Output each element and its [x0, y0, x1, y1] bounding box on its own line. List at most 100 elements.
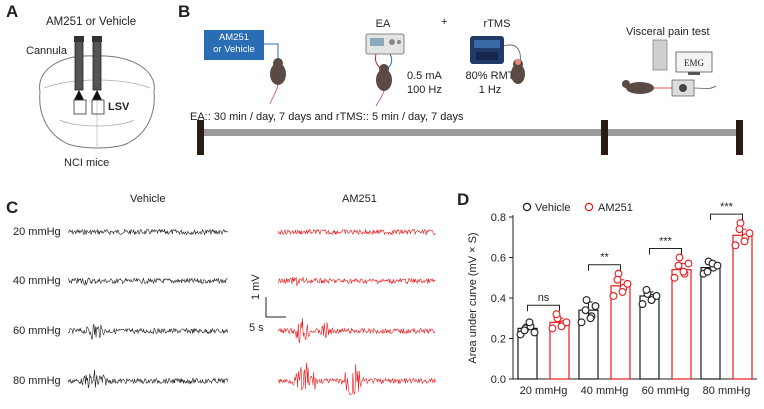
significance-label: ** [600, 252, 609, 264]
col-am251-label: AM251 [342, 193, 377, 205]
drug-box-line1: AM251 [218, 32, 250, 43]
rtms-param-frequency: 1 Hz [478, 84, 502, 96]
data-point [684, 259, 693, 268]
y-tick-label: 0.4 [491, 293, 506, 305]
chart-legend: Vehicle AM251 [522, 202, 633, 214]
data-point [642, 285, 651, 294]
bar [671, 269, 692, 380]
emg-setup-icon: EMG [622, 39, 717, 97]
significance-label: ns [538, 292, 550, 304]
significance-label: *** [659, 236, 673, 248]
trace-vehicle-60 [67, 323, 228, 340]
x-tick-label: 40 mmHg [581, 385, 629, 397]
significance-bracket [710, 213, 743, 221]
data-point [713, 261, 722, 270]
legend-label-am251: AM251 [598, 202, 633, 214]
traces-vehicle [67, 228, 228, 389]
timeline-tick-mid [601, 120, 608, 155]
data-point [745, 229, 754, 238]
data-point [670, 273, 679, 282]
data-point [582, 296, 591, 304]
rtms-param-intensity: 80% RMT [465, 70, 515, 82]
data-point [552, 310, 561, 319]
data-point [675, 253, 684, 262]
bar [732, 234, 753, 380]
panel-d-letter: D [457, 190, 470, 209]
x-tick-label: 20 mmHg [520, 385, 568, 397]
y-tick-label: 0.6 [491, 253, 506, 265]
trace-am251-80 [277, 362, 436, 396]
drug-box-line2: or Vehicle [213, 44, 255, 55]
trace-am251-40 [277, 276, 436, 287]
panel-a-letter: A [6, 2, 19, 21]
data-point [623, 279, 632, 288]
data-point [586, 314, 595, 323]
panel-b-letter: B [178, 2, 191, 21]
panel-c-letter: C [6, 198, 19, 217]
data-point [591, 302, 600, 311]
data-point [613, 275, 622, 284]
significance-bracket [527, 304, 560, 312]
lsv-label: LSV [108, 101, 130, 113]
significance-label: *** [720, 201, 734, 213]
plus-sign: + [441, 16, 448, 28]
legend-label-vehicle: Vehicle [535, 202, 570, 214]
col-vehicle-label: Vehicle [130, 193, 166, 205]
trace-vehicle-20 [67, 228, 228, 236]
data-point [703, 267, 712, 276]
data-point [548, 324, 557, 333]
timeline-tick-end [736, 120, 743, 155]
bar-group [577, 269, 632, 380]
bar [700, 267, 721, 380]
trace-vehicle-80 [67, 369, 228, 389]
data-point [679, 267, 688, 276]
panel-a-title: AM251 or Vehicle [46, 16, 137, 28]
emg-screen-label: EMG [684, 58, 705, 68]
legend-marker-vehicle [522, 202, 532, 212]
trace-am251-60 [277, 318, 436, 344]
significance-bracket [588, 264, 621, 271]
data-point [525, 318, 534, 327]
data-point [652, 292, 661, 300]
scale-bar [265, 297, 286, 318]
timeline-label: EA:: 30 min / day, 7 days and rTMS:: 5 m… [190, 111, 464, 123]
row-label-20: 20 mmHg [13, 226, 61, 238]
data-point [638, 300, 647, 309]
mouse-icon-rtms [511, 59, 525, 84]
y-tick-label: 0.8 [491, 212, 506, 224]
data-point [530, 328, 539, 337]
bar [639, 295, 660, 380]
row-label-80: 80 mmHg [13, 375, 61, 387]
x-tick-label: 80 mmHg [703, 385, 751, 397]
data-point [520, 326, 529, 335]
scale-bar-time-label: 5 s [249, 322, 264, 334]
data-point [562, 318, 571, 327]
bar-group [516, 310, 571, 380]
ea-param-frequency: 100 Hz [407, 84, 442, 96]
data-point [609, 292, 618, 300]
row-label-60: 60 mmHg [13, 325, 61, 337]
data-point [557, 322, 566, 331]
y-tick-label: 0.0 [491, 374, 506, 386]
trace-vehicle-40 [67, 277, 228, 286]
timeline-tick-start [197, 120, 204, 155]
nci-mice-caption: NCI mice [64, 157, 110, 169]
cannula-label: Cannula [26, 45, 67, 57]
y-axis-label: Area under curve (mV × S) [467, 232, 479, 363]
significance-bracket [649, 248, 682, 255]
mouse-icon-ea [375, 64, 392, 107]
data-point [618, 287, 627, 296]
legend-marker-am251 [584, 202, 594, 212]
trace-am251-20 [277, 228, 436, 236]
bar-group [699, 219, 754, 380]
rtms-title: rTMS [483, 18, 511, 30]
data-point [581, 306, 590, 315]
visceral-pain-test-label: Visceral pain test [626, 26, 710, 38]
drug-box: AM251 or Vehicle [204, 30, 264, 60]
data-point [647, 296, 656, 304]
data-point [731, 241, 740, 250]
rtms-device-icon [470, 36, 521, 64]
ea-param-current: 0.5 mA [407, 70, 442, 82]
